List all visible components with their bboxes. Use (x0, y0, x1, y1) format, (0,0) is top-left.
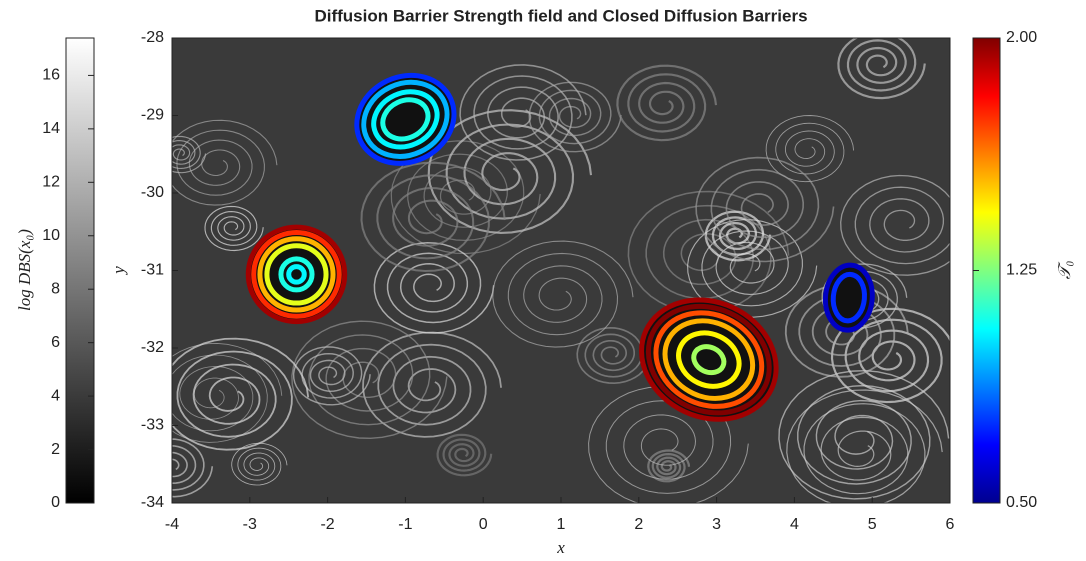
field-swirl (840, 174, 950, 276)
diffusion-barrier (639, 297, 779, 422)
field-swirl (292, 346, 371, 406)
field-colorbar-tick-label: 0 (51, 494, 60, 511)
field-swirl (695, 156, 835, 263)
field-swirl (765, 115, 855, 183)
field-swirl (616, 64, 718, 142)
diffusion-barrier (653, 310, 765, 409)
field-swirl (204, 205, 264, 252)
x-tick-label: 4 (790, 516, 799, 533)
field-texture (172, 38, 950, 503)
diffusion-barrier (822, 262, 875, 333)
y-tick-label: -34 (141, 494, 164, 511)
field-swirl (231, 442, 288, 486)
field-swirl (778, 369, 950, 500)
field-swirl (837, 38, 926, 100)
field-swirl (362, 331, 502, 438)
y-tick-label: -32 (141, 339, 164, 356)
y-tick-label: -28 (141, 29, 164, 46)
field-colorbar-tick-label: 12 (42, 174, 60, 191)
diffusion-barrier (286, 264, 307, 285)
diffusion-barrier (264, 243, 329, 306)
diffusion-barrier (691, 344, 727, 376)
field-swirl (576, 326, 652, 385)
field-swirl (687, 219, 818, 318)
x-tick-label: -4 (165, 516, 179, 533)
field-swirl (459, 64, 587, 161)
field-swirl (172, 135, 207, 174)
chart-title: Diffusion Barrier Strength field and Clo… (314, 6, 807, 25)
x-tick-label: 5 (868, 516, 877, 533)
field-swirl (427, 109, 593, 234)
y-tick-label: -30 (141, 184, 164, 201)
x-tick-label: 6 (946, 516, 955, 533)
field-swirl (492, 240, 634, 348)
field-swirl (436, 433, 493, 477)
field-colorbar-tick-label: 16 (42, 67, 60, 84)
diffusion-barrier (354, 72, 457, 166)
x-tick-label: 3 (712, 516, 721, 533)
x-tick-label: 1 (557, 516, 566, 533)
field-swirl (172, 337, 310, 451)
field-swirl (528, 81, 622, 153)
diffusion-barrier (380, 97, 431, 142)
diffusion-barrier (676, 330, 742, 389)
field-colorbar-tick-label: 2 (51, 441, 60, 458)
field-swirl (360, 161, 506, 273)
field-swirl (373, 241, 495, 334)
diffusion-barrier (830, 271, 867, 324)
field-colorbar-tick-label: 14 (42, 120, 60, 137)
barriers (245, 72, 875, 422)
barrier-colorbar-tick-label: 2.00 (1006, 29, 1037, 46)
diffusion-barrier (278, 256, 315, 293)
field-swirl (172, 119, 278, 206)
y-axis-label: y (109, 266, 128, 276)
y-tick-label: -29 (141, 107, 164, 124)
diffusion-barrier (251, 230, 342, 319)
x-tick-label: -2 (320, 516, 334, 533)
diffusion-barrier (361, 79, 450, 159)
barrier-colorbar-tick-label: 0.50 (1006, 494, 1037, 511)
field-swirl (291, 320, 448, 440)
diffusion-barrier (645, 303, 772, 416)
x-tick-label: 0 (479, 516, 488, 533)
barrier-colorbar-tick-label: 1.25 (1006, 262, 1037, 279)
field-colorbar-tick-label: 10 (42, 227, 60, 244)
field-swirl (784, 283, 909, 378)
field-colorbar-tick-label: 8 (51, 280, 60, 297)
x-tick-label: 2 (634, 516, 643, 533)
field-colorbar-tick-label: 6 (51, 334, 60, 351)
diffusion-barrier (257, 236, 336, 313)
x-tick-label: -1 (398, 516, 412, 533)
diffusion-barrier (371, 89, 440, 150)
y-tick-label: -33 (141, 417, 164, 434)
field-swirl (172, 438, 214, 498)
barrier-colorbar-label: 𝒯₀ (1055, 260, 1074, 279)
diffusion-barrier (662, 318, 756, 401)
x-axis-label: x (556, 538, 565, 557)
field-colorbar-tick-label: 4 (51, 387, 60, 404)
field-colorbar (65, 37, 95, 504)
x-tick-label: -3 (243, 516, 257, 533)
field-swirl (588, 386, 749, 503)
diffusion-barrier (245, 224, 348, 325)
field-colorbar-label: log DBS(x₀) (15, 229, 34, 311)
y-tick-label: -31 (141, 262, 164, 279)
